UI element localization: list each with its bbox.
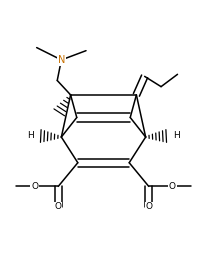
Text: O: O	[168, 182, 175, 191]
Text: O: O	[55, 202, 61, 211]
Text: O: O	[145, 202, 151, 211]
Text: H: H	[173, 131, 179, 141]
Text: N: N	[57, 55, 65, 65]
Text: H: H	[27, 131, 33, 141]
Text: O: O	[31, 182, 38, 191]
